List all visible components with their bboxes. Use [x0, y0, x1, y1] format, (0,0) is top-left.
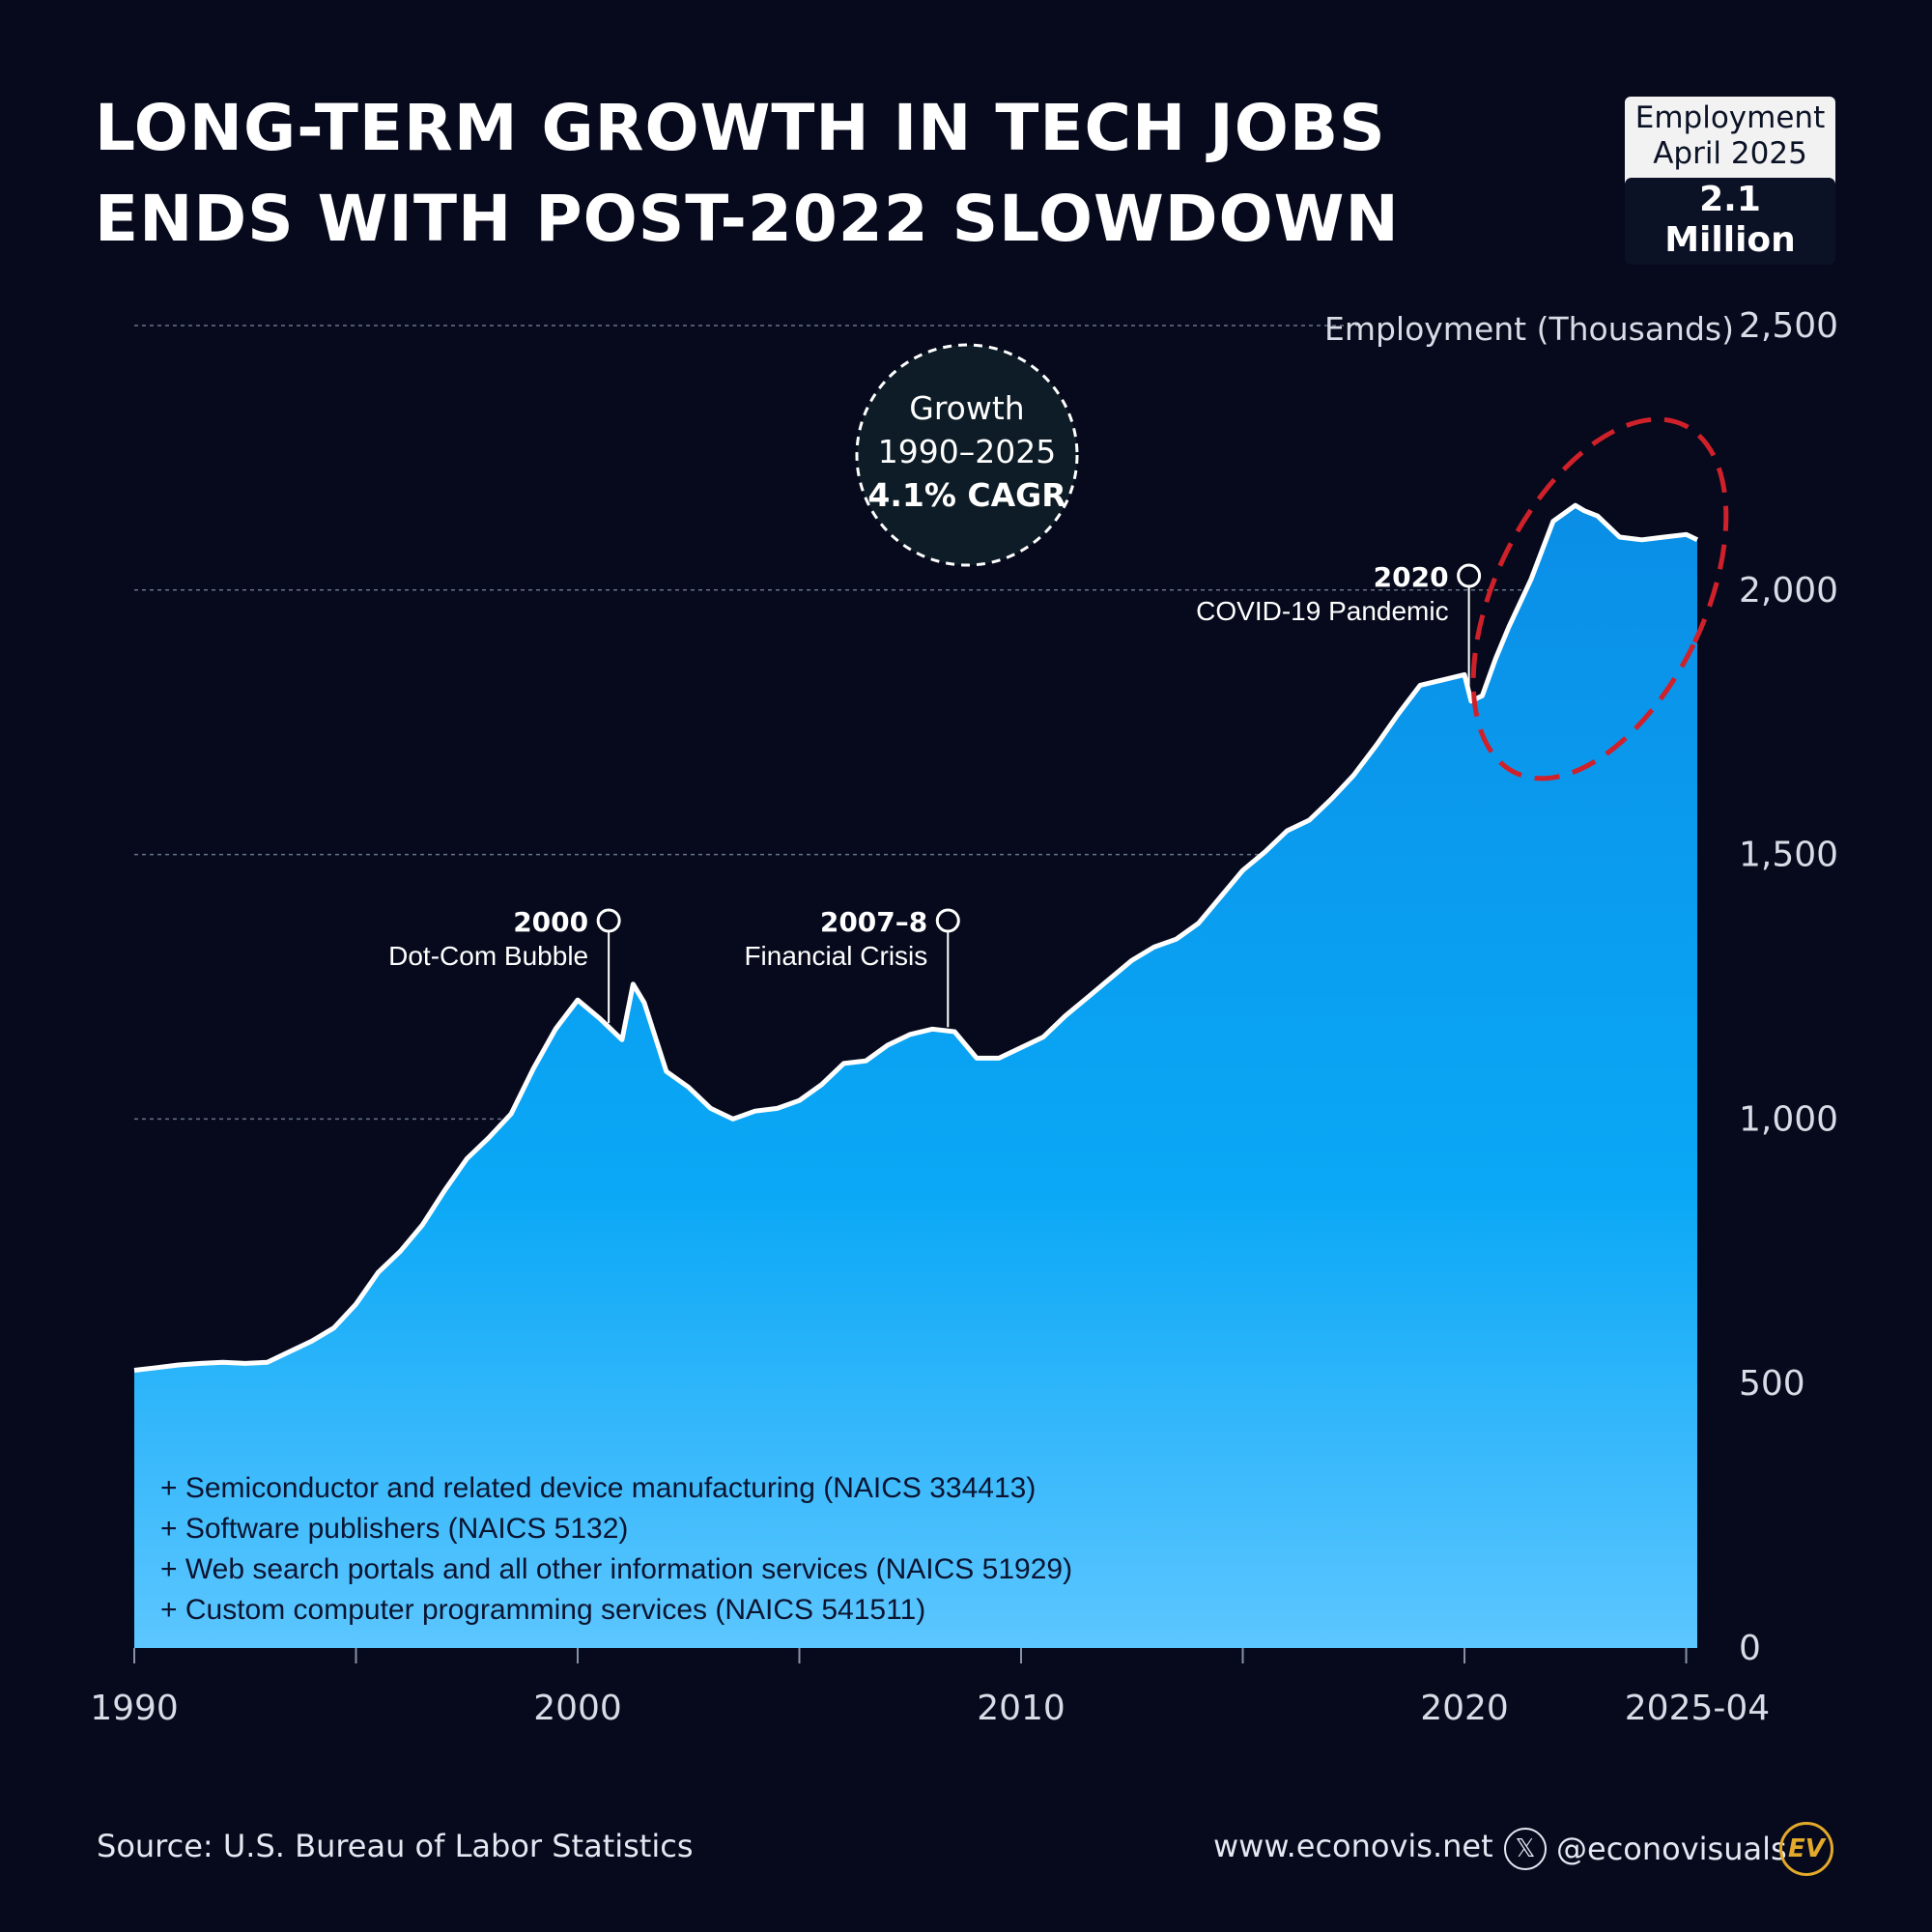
annotation-year: 2020 — [1374, 561, 1449, 593]
employment-area — [134, 505, 1697, 1649]
slowdown-highlight — [1470, 416, 1729, 781]
sector-note-3: + Web search portals and all other infor… — [160, 1553, 1072, 1585]
annotation-year: 2000 — [513, 906, 588, 938]
chart-title: LONG-TERM GROWTH IN TECH JOBS ENDS WITH … — [95, 83, 1400, 265]
website-link[interactable]: www.econovis.net — [1213, 1828, 1493, 1864]
sector-notes: + Semiconductor and related device manuf… — [160, 1472, 1072, 1626]
growth-callout-line-1: Growth — [909, 389, 1024, 427]
x-logo-icon: 𝕏 — [1504, 1828, 1547, 1870]
employment-badge: Employment April 2025 2.1 Million — [1625, 97, 1835, 265]
x-tick-label: 1990 — [90, 1689, 179, 1728]
x-tick-label: 2025-04 — [1625, 1689, 1770, 1728]
annotation-marker — [1457, 563, 1482, 588]
y-axis: 0 500 1,000 1,500 2,000 2,500 — [1739, 306, 1838, 1668]
source-note: Source: U.S. Bureau of Labor Statistics — [97, 1828, 694, 1864]
annotation-label: COVID-19 Pandemic — [1196, 596, 1448, 626]
title-line-1: LONG-TERM GROWTH IN TECH JOBS — [95, 91, 1386, 165]
annotation-label: Dot-Com Bubble — [388, 941, 588, 971]
social-handle[interactable]: 𝕏 @econovisuals — [1504, 1828, 1787, 1870]
y-tick-label: 1,500 — [1739, 836, 1838, 875]
y-axis-label: Employment (Thousands) — [1324, 310, 1734, 348]
x-axis: 1990 2000 2010 2020 2025-04 — [90, 1648, 1770, 1728]
title-line-2: ENDS WITH POST-2022 SLOWDOWN — [95, 182, 1400, 256]
y-tick-label: 500 — [1739, 1364, 1805, 1404]
employment-line — [133, 502, 1699, 1373]
annotation-marker — [596, 908, 621, 933]
badge-value: 2.1 Million — [1625, 178, 1835, 265]
x-tick-label: 2010 — [977, 1689, 1065, 1728]
growth-callout-circle — [855, 343, 1079, 567]
badge-date: April 2025 — [1653, 136, 1807, 171]
sector-note-1: + Semiconductor and related device manuf… — [160, 1472, 1036, 1504]
sector-note-4: + Custom computer programming services (… — [160, 1594, 925, 1626]
x-tick-label: 2000 — [533, 1689, 622, 1728]
growth-callout-line-3: 4.1% CAGR — [867, 476, 1065, 514]
annotation-marker — [935, 908, 960, 933]
annotation-year: 2007–8 — [820, 906, 927, 938]
annotation-label: Financial Crisis — [744, 941, 927, 971]
sector-note-2: + Software publishers (NAICS 5132) — [160, 1513, 628, 1545]
y-tick-label: 2,500 — [1739, 306, 1838, 346]
growth-callout: Growth 1990–2025 4.1% CAGR — [855, 343, 1079, 567]
y-tick-label: 1,000 — [1739, 1099, 1838, 1139]
x-tick-label: 2020 — [1420, 1689, 1509, 1728]
y-tick-label: 2,000 — [1739, 571, 1838, 611]
y-tick-label: 0 — [1739, 1629, 1761, 1668]
growth-callout-line-2: 1990–2025 — [878, 433, 1056, 470]
econovis-logo: EV — [1779, 1822, 1833, 1876]
badge-label: Employment — [1634, 100, 1826, 135]
social-handle-text: @econovisuals — [1556, 1831, 1787, 1867]
